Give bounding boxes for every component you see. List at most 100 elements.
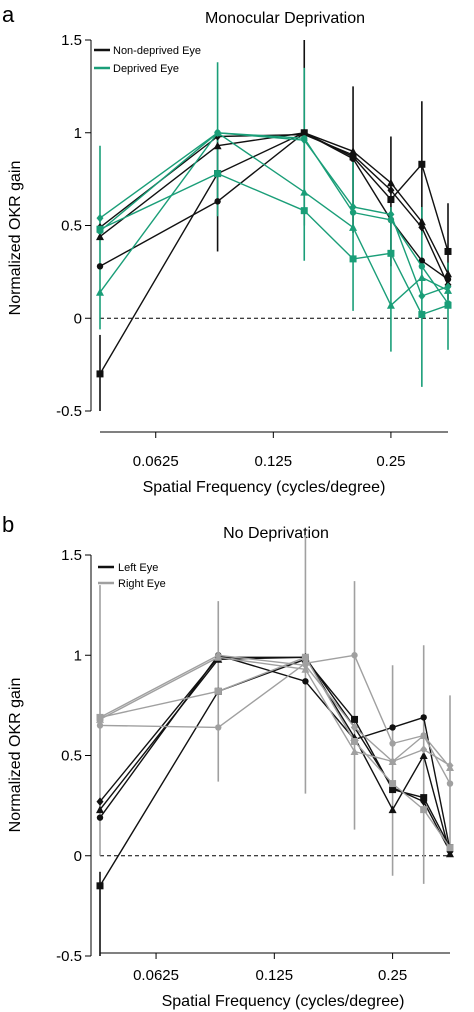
series-line-right — [99, 654, 451, 784]
data-point-nondeprived — [349, 150, 357, 160]
data-point-nondeprived — [214, 198, 221, 205]
data-point-deprived — [418, 291, 426, 301]
data-point-right — [351, 723, 359, 732]
y-axis-label-b: Normalized OKR gain — [7, 678, 24, 833]
series-line-nondeprived — [99, 132, 449, 280]
x-tick-label: 0.0625 — [133, 453, 179, 470]
legend-b-label-left: Left Eye — [118, 562, 158, 574]
data-point-right — [350, 747, 359, 755]
data-point-right — [351, 652, 358, 659]
data-point-nondeprived — [387, 196, 395, 204]
data-point-right — [389, 780, 397, 788]
data-point-left — [389, 724, 396, 731]
data-point-right — [214, 687, 222, 695]
data-point-right — [420, 745, 428, 754]
data-point-right — [351, 737, 359, 745]
axes-b: -0.5 0 0.5 1 1.5 0.0625 0.125 0.25 — [56, 547, 450, 984]
data-point-deprived — [386, 301, 395, 309]
series-line-nondeprived — [99, 132, 449, 275]
y-tick-label: 0 — [74, 310, 82, 327]
data-point-nondeprived — [387, 186, 395, 195]
data-point-left — [389, 783, 397, 792]
data-point-left — [96, 797, 104, 806]
data-point-deprived — [96, 288, 104, 296]
data-point-deprived — [96, 227, 104, 235]
data-point-nondeprived — [386, 178, 395, 187]
data-point-nondeprived — [213, 141, 222, 150]
data-point-right — [96, 713, 104, 721]
y-tick-label: 1 — [74, 125, 82, 142]
x-tick-label: 0.25 — [378, 967, 407, 984]
data-point-left — [351, 715, 359, 723]
data-point-deprived — [349, 209, 357, 216]
x-tick-label: 0.125 — [256, 967, 294, 984]
data-point-left — [388, 805, 397, 814]
data-point-nondeprived — [418, 160, 426, 168]
data-point-deprived — [387, 210, 395, 219]
series-line-left — [99, 656, 451, 854]
x-tick-label: 0.125 — [255, 453, 293, 470]
data-point-nondeprived — [418, 223, 426, 232]
data-point-right — [389, 740, 396, 747]
y-tick-label: 0.5 — [61, 218, 82, 235]
data-point-deprived — [418, 263, 426, 270]
data-point-deprived — [387, 216, 395, 224]
y-tick-label: 1.5 — [61, 547, 82, 564]
data-point-deprived — [96, 213, 104, 223]
data-point-left — [96, 805, 104, 814]
series-line-nondeprived — [99, 132, 449, 375]
y-tick-label: 0.5 — [61, 748, 82, 765]
legend-a-label-deprived: Deprived Eye — [113, 63, 179, 75]
data-point-nondeprived — [444, 269, 452, 278]
x-tick-label: 0.0625 — [133, 967, 179, 984]
series-line-left — [99, 654, 451, 850]
data-point-right — [301, 661, 309, 670]
data-point-deprived — [214, 170, 222, 178]
data-point-nondeprived — [96, 370, 104, 378]
data-point-nondeprived — [96, 263, 104, 270]
data-point-right — [446, 780, 454, 787]
data-point-right — [419, 731, 428, 739]
y-tick-label: -0.5 — [56, 403, 82, 420]
data-point-nondeprived — [418, 257, 426, 264]
data-point-deprived — [300, 188, 309, 196]
legend-a: Non-deprived Eye Deprived Eye — [94, 45, 201, 75]
data-point-nondeprived — [96, 232, 104, 241]
data-point-left — [302, 678, 309, 685]
data-point-nondeprived — [444, 247, 452, 255]
data-point-deprived — [444, 300, 452, 307]
data-point-deprived — [418, 311, 426, 319]
series-line-left — [99, 658, 451, 887]
series-line-right — [99, 656, 451, 768]
panel-letter-b: b — [2, 512, 14, 537]
data-point-left — [96, 814, 104, 821]
panel-a-title: Monocular Deprivation — [205, 10, 365, 27]
legend-b: Left Eye Right Eye — [98, 562, 166, 590]
data-point-deprived — [349, 223, 358, 231]
x-axis-label-b: Spatial Frequency (cycles/degree) — [162, 993, 405, 1010]
data-point-right — [446, 761, 454, 770]
data-point-right — [96, 722, 104, 729]
panel-b: b No Deprivation Left Eye Right Eye -0.5… — [2, 512, 454, 1010]
data-point-left — [420, 797, 428, 806]
data-point-deprived — [417, 273, 426, 281]
panel-b-title: No Deprivation — [223, 525, 329, 542]
data-b — [96, 534, 454, 956]
data-point-left — [419, 751, 428, 759]
legend-a-label-nondeprived: Non-deprived Eye — [113, 45, 201, 57]
data-point-deprived — [301, 135, 308, 142]
data-point-right — [420, 806, 428, 814]
data-point-deprived — [214, 129, 221, 136]
panel-a: a Monocular Deprivation Non-deprived Eye… — [2, 2, 452, 496]
legend-b-label-right: Right Eye — [118, 578, 166, 590]
series-line-deprived — [99, 132, 449, 306]
y-tick-label: 1.5 — [61, 32, 82, 49]
data-point-right — [446, 844, 454, 852]
data-point-deprived — [444, 282, 452, 291]
data-point-deprived — [387, 249, 395, 257]
data-a — [96, 40, 452, 411]
data-point-right — [215, 724, 222, 731]
data-point-right — [214, 651, 222, 660]
panel-letter-a: a — [2, 2, 15, 27]
x-axis-label-a: Spatial Frequency (cycles/degree) — [143, 479, 386, 496]
